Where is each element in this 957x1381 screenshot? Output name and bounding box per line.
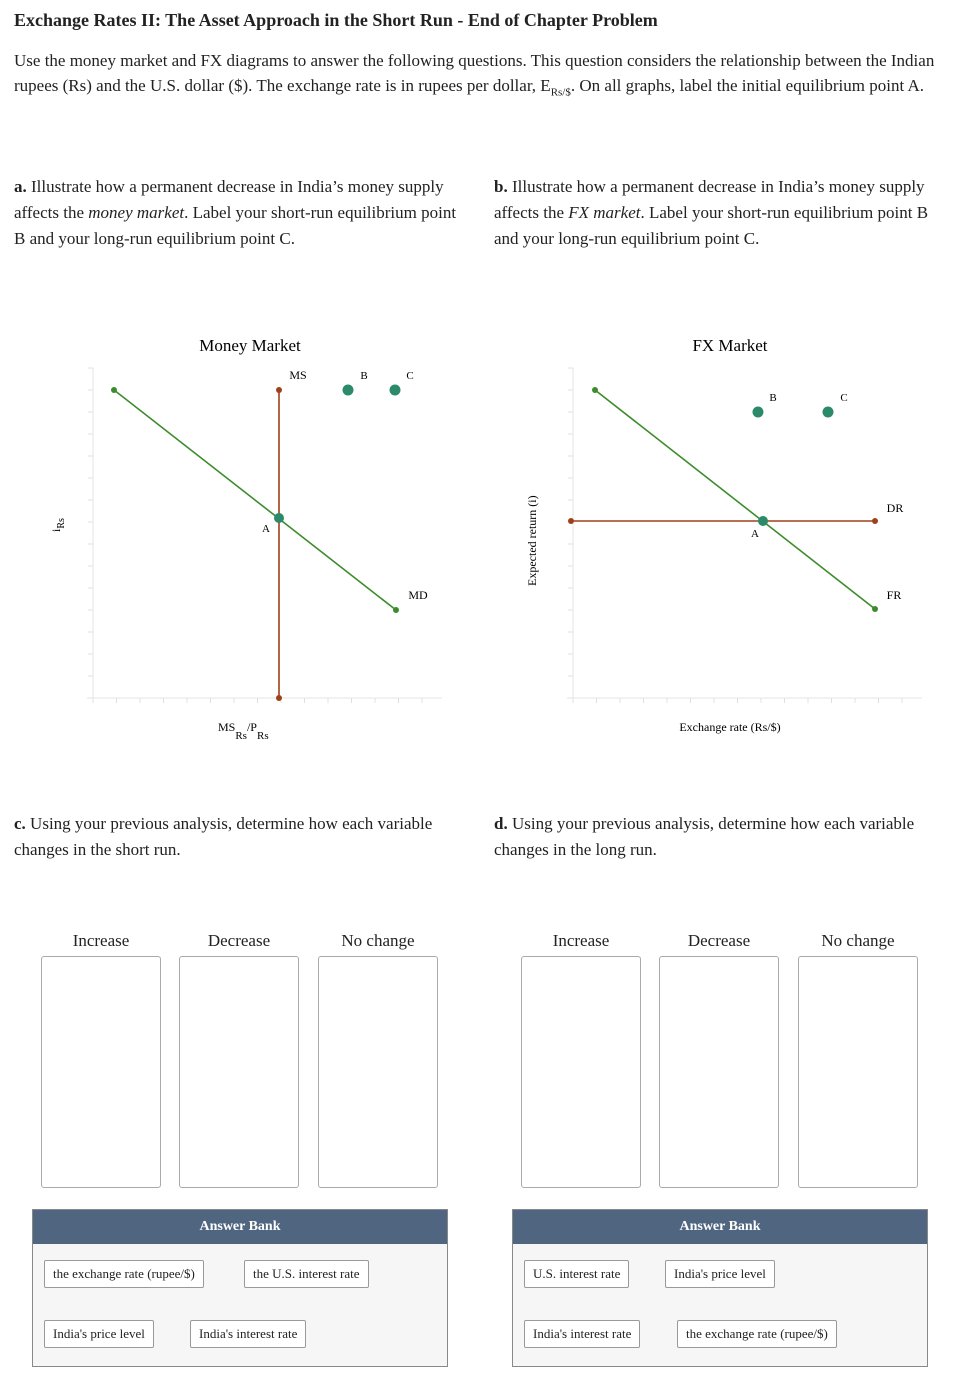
- money-x-axis-label: MSRs/PRs: [218, 720, 269, 742]
- point-a[interactable]: [274, 513, 284, 523]
- d-answer-chip[interactable]: India's price level: [665, 1260, 775, 1288]
- c-decrease-dropzone[interactable]: [179, 956, 299, 1188]
- fx-y-axis-label: Expected return (i): [525, 495, 539, 586]
- point-b-label: B: [769, 392, 776, 404]
- ms-endpoint-bottom[interactable]: [276, 695, 282, 701]
- page-title: Exchange Rates II: The Asset Approach in…: [14, 10, 658, 30]
- c-answer-bank-title: Answer Bank: [33, 1210, 447, 1244]
- fr-endpoint-top[interactable]: [592, 387, 598, 393]
- d-no-change-dropzone[interactable]: [798, 956, 918, 1188]
- part-c-prompt: c. Using your previous analysis, determi…: [14, 814, 433, 859]
- d-decrease-dropzone[interactable]: [659, 956, 779, 1188]
- c-answer-chip[interactable]: the exchange rate (rupee/$): [44, 1260, 204, 1288]
- ms-label: MS: [289, 368, 306, 382]
- point-c[interactable]: [389, 384, 401, 396]
- point-b-label: B: [360, 370, 367, 382]
- fr-endpoint-bottom[interactable]: [872, 606, 878, 612]
- md-endpoint-bottom[interactable]: [393, 607, 399, 613]
- point-b[interactable]: [342, 384, 354, 396]
- d-decrease-heading: Decrease: [687, 931, 751, 950]
- c-answer-chip[interactable]: India's price level: [44, 1320, 154, 1348]
- c-decrease-heading: Decrease: [207, 931, 271, 950]
- money-market-title: Money Market: [199, 336, 301, 355]
- money-market-graph[interactable]: Money Market iRs MSRs/PRs MS MD A B C: [0, 320, 470, 760]
- point-c[interactable]: [822, 406, 834, 418]
- point-b[interactable]: [752, 406, 764, 418]
- c-increase-dropzone[interactable]: [41, 956, 161, 1188]
- c-no-change-heading: No change: [341, 931, 415, 950]
- dr-label: DR: [887, 501, 904, 515]
- ms-endpoint-top[interactable]: [276, 387, 282, 393]
- fr-label: FR: [887, 588, 902, 602]
- fr-curve[interactable]: [594, 389, 876, 610]
- part-b-prompt: b. Illustrate how a permanent decrease i…: [494, 177, 929, 248]
- intro-text: Use the money market and FX diagrams to …: [14, 51, 935, 99]
- fx-market-title: FX Market: [692, 336, 767, 355]
- md-endpoint-top[interactable]: [111, 387, 117, 393]
- point-a-label: A: [751, 528, 759, 540]
- fx-market-graph[interactable]: FX Market Expected return (i) Exchange r…: [480, 320, 950, 760]
- d-answer-chip[interactable]: U.S. interest rate: [524, 1260, 630, 1288]
- part-d-prompt: d. Using your previous analysis, determi…: [494, 814, 915, 859]
- c-answer-bank: Answer Bank the exchange rate (rupee/$) …: [32, 1209, 448, 1367]
- c-answer-chip[interactable]: India's interest rate: [190, 1320, 307, 1348]
- d-answer-bank: Answer Bank U.S. interest rate India's p…: [512, 1209, 928, 1367]
- md-curve[interactable]: [113, 389, 397, 611]
- c-no-change-dropzone[interactable]: [318, 956, 438, 1188]
- d-increase-heading: Increase: [552, 931, 610, 950]
- d-increase-dropzone[interactable]: [521, 956, 641, 1188]
- c-increase-heading: Increase: [72, 931, 130, 950]
- money-y-axis-label: iRs: [49, 518, 67, 532]
- part-a-prompt: a. Illustrate how a permanent decrease i…: [14, 177, 457, 248]
- d-answer-chip[interactable]: the exchange rate (rupee/$): [677, 1320, 837, 1348]
- fx-x-axis-label: Exchange rate (Rs/$): [679, 720, 780, 734]
- dr-endpoint-left[interactable]: [568, 518, 574, 524]
- point-a[interactable]: [758, 516, 768, 526]
- point-c-label: C: [840, 392, 847, 404]
- d-answer-bank-title: Answer Bank: [513, 1210, 927, 1244]
- d-no-change-heading: No change: [821, 931, 895, 950]
- point-c-label: C: [406, 370, 413, 382]
- d-answer-chip[interactable]: India's interest rate: [524, 1320, 641, 1348]
- md-label: MD: [408, 588, 428, 602]
- dr-endpoint-right[interactable]: [872, 518, 878, 524]
- c-answer-chip[interactable]: the U.S. interest rate: [244, 1260, 369, 1288]
- point-a-label: A: [262, 523, 270, 535]
